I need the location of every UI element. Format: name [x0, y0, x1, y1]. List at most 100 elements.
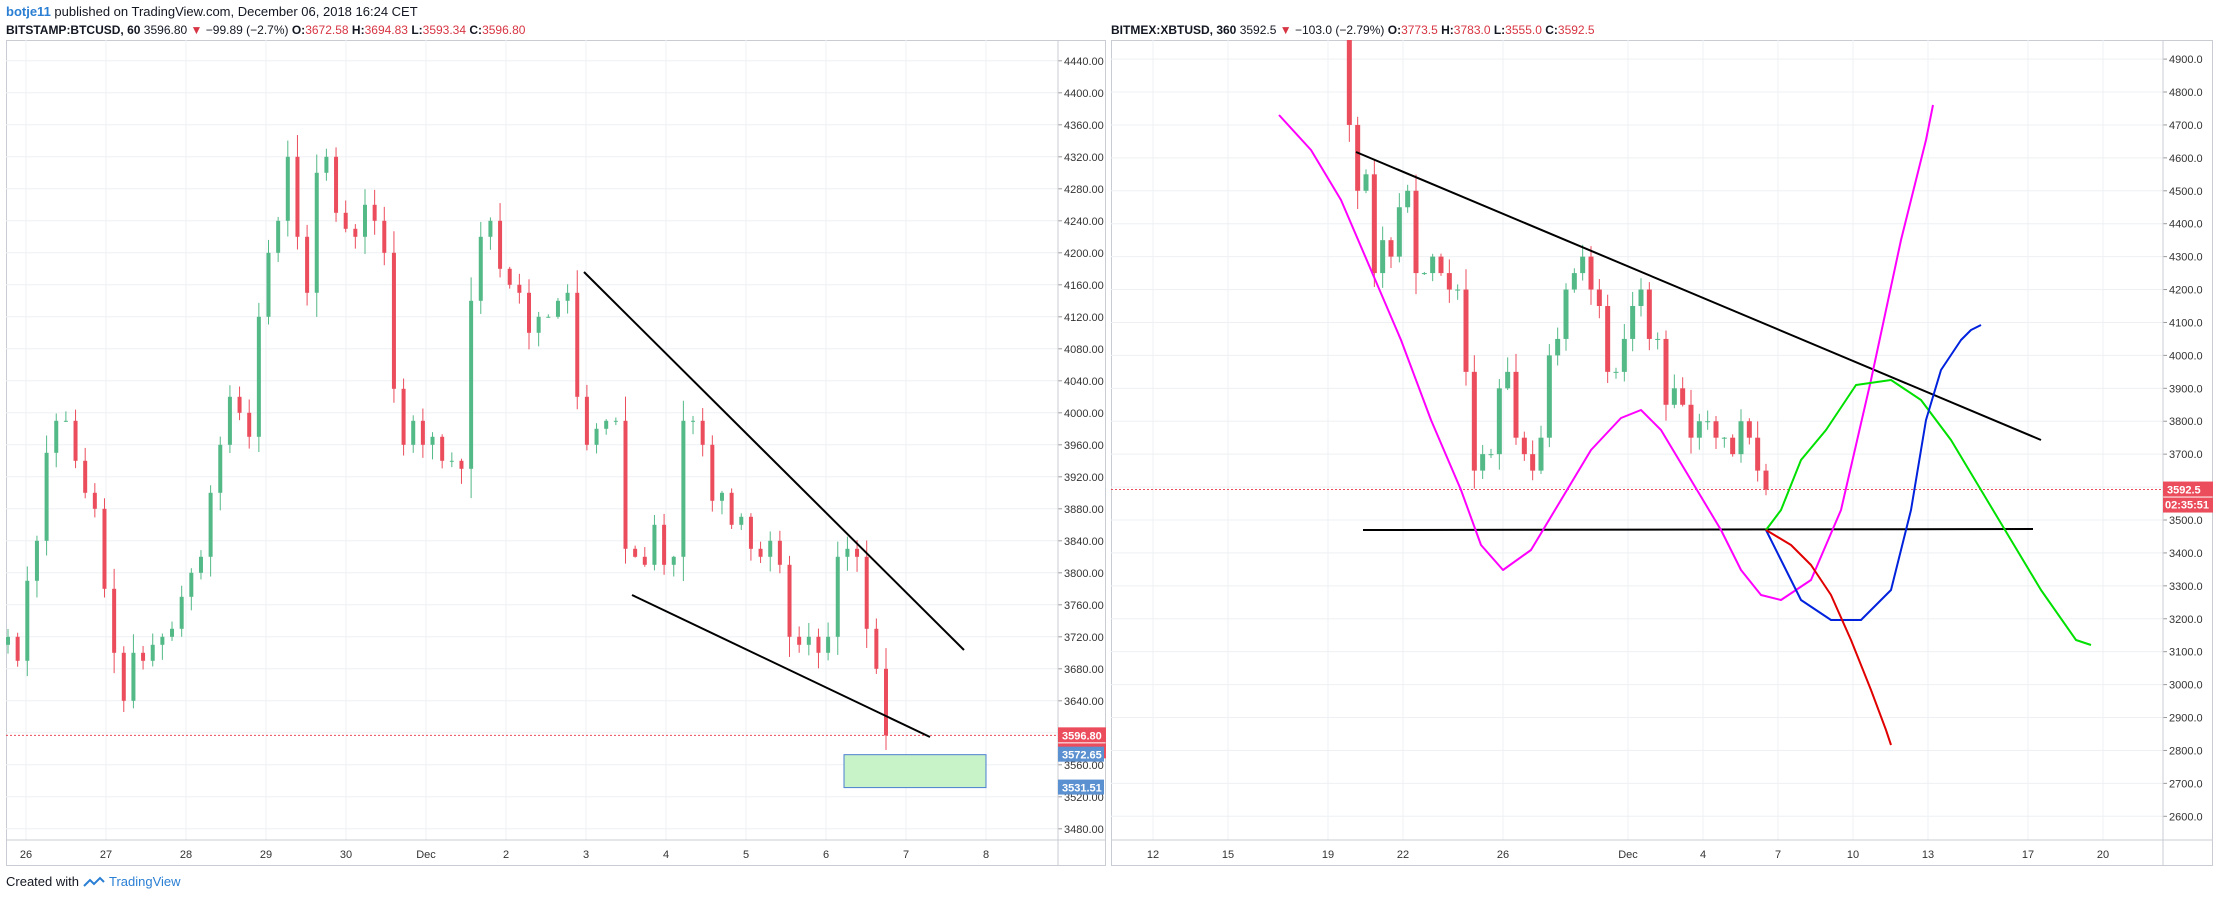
candle-body [179, 596, 184, 629]
candle-body [671, 556, 676, 565]
candle-body [488, 220, 493, 237]
candle-body [1596, 289, 1602, 307]
candle-body [1721, 437, 1727, 439]
descending-trendline [1355, 151, 2042, 441]
author-link[interactable]: botje11 [6, 4, 51, 19]
chart-frame [6, 40, 1106, 866]
x-tick-label: Dec [1618, 849, 1638, 861]
green-projection-curve [1765, 379, 2092, 646]
x-tick-label: 4 [663, 849, 669, 861]
x-tick-label: 5 [743, 849, 749, 861]
candle-body [613, 420, 618, 422]
candle-body [459, 460, 464, 469]
candle-body [208, 492, 213, 557]
y-tick-label: 4400.00 [1064, 88, 1104, 100]
candle-body [498, 220, 503, 269]
candle-body [729, 492, 734, 525]
y-tick-label: 3560.00 [1064, 760, 1104, 772]
candle-body [1446, 273, 1452, 290]
candle-body [681, 420, 686, 557]
candle-body [584, 396, 589, 445]
candle-body [1688, 404, 1694, 438]
y-tick-label: 3200.0 [2169, 614, 2203, 626]
candle-body [633, 548, 638, 557]
candle-body [710, 444, 715, 501]
candle-body [121, 652, 126, 701]
tradingview-link[interactable]: TradingView [108, 874, 181, 889]
candle-body [295, 156, 300, 237]
candle-body [1738, 421, 1744, 455]
x-tick-label: 7 [903, 849, 909, 861]
candle-body [102, 508, 107, 589]
right-pane-title: BITMEX:XBTUSD, 360 3592.5 ▼ −103.0 (−2.7… [1111, 23, 1595, 37]
candle-body [826, 636, 831, 653]
candle-body [420, 420, 425, 445]
y-tick-label: 3840.00 [1064, 536, 1104, 548]
candle-body [131, 652, 136, 701]
x-tick-label: 26 [20, 849, 32, 861]
created-with-text: Created with [6, 874, 79, 889]
right-symbol[interactable]: BITMEX:XBTUSD, 360 [1111, 23, 1237, 37]
y-tick-label: 4120.00 [1064, 312, 1104, 324]
left-symbol[interactable]: BITSTAMP:BTCUSD, 60 [6, 23, 141, 37]
y-tick-label: 3720.00 [1064, 632, 1104, 644]
target-price-tag [1058, 746, 1104, 762]
y-tick-label: 3000.0 [2169, 680, 2203, 692]
y-tick-label: 2700.0 [2169, 778, 2203, 790]
y-tick-label: 3800.0 [2169, 416, 2203, 428]
left-chart[interactable]: 4440.00 4400.00 4360.00 4320.00 4280.00 4240.… [6, 40, 1106, 866]
right-open: 3773.5 [1401, 23, 1438, 37]
candle-body [700, 420, 705, 445]
x-tick-label: 8 [983, 849, 989, 861]
y-tick-label: 4100.0 [2169, 317, 2203, 329]
candle-body [652, 524, 657, 565]
y-tick-label: 3400.0 [2169, 548, 2203, 560]
candle-body [237, 396, 242, 413]
left-high: 3694.83 [364, 23, 408, 37]
candle-body [1763, 470, 1769, 490]
candle-body [604, 420, 609, 429]
candle-body [1671, 388, 1677, 405]
countdown-label: 02:35:51 [2165, 500, 2209, 512]
candle-body [1705, 421, 1711, 423]
right-o-label: O: [1387, 23, 1402, 37]
candle-body [1421, 273, 1427, 275]
candle-body [1355, 124, 1361, 191]
candle-body [83, 460, 88, 493]
candle-body [198, 556, 203, 573]
candle-body [1638, 289, 1644, 307]
candle-body [92, 492, 97, 509]
y-tick-label: 4600.0 [2169, 153, 2203, 165]
x-tick-label: 10 [1847, 849, 1859, 861]
candle-body [112, 588, 117, 653]
right-chart[interactable]: 4900.04800.04700.04600.04500.04400.04300… [1111, 40, 2213, 866]
left-o-label: O: [291, 23, 306, 37]
candle-body [1396, 207, 1402, 257]
candle-body [1746, 421, 1752, 438]
y-tick-label: 3500.0 [2169, 515, 2203, 527]
candle-body [555, 300, 560, 317]
candle-body [1546, 355, 1552, 438]
candle-body [353, 228, 358, 237]
target-price-label: 3531.51 [1062, 783, 1102, 795]
candle-body [845, 548, 850, 557]
candle-body [1488, 454, 1494, 456]
candle-body [1571, 273, 1577, 290]
x-tick-label: 30 [340, 849, 352, 861]
candle-body [1346, 40, 1352, 125]
x-tick-label: 22 [1397, 849, 1409, 861]
candle-body [662, 524, 667, 565]
lower-trendline [631, 594, 931, 738]
candle-body [806, 636, 811, 645]
candle-body [440, 436, 445, 461]
y-tick-label: 4700.0 [2169, 120, 2203, 132]
candle-body [382, 220, 387, 253]
right-low: 3555.0 [1505, 23, 1542, 37]
candle-body [536, 316, 541, 333]
x-tick-label: 20 [2097, 849, 2109, 861]
candle-body [314, 172, 319, 293]
candle-body [469, 300, 474, 469]
candle-body [1363, 174, 1369, 191]
candle-body [1680, 388, 1686, 405]
candle-body [1438, 256, 1444, 274]
